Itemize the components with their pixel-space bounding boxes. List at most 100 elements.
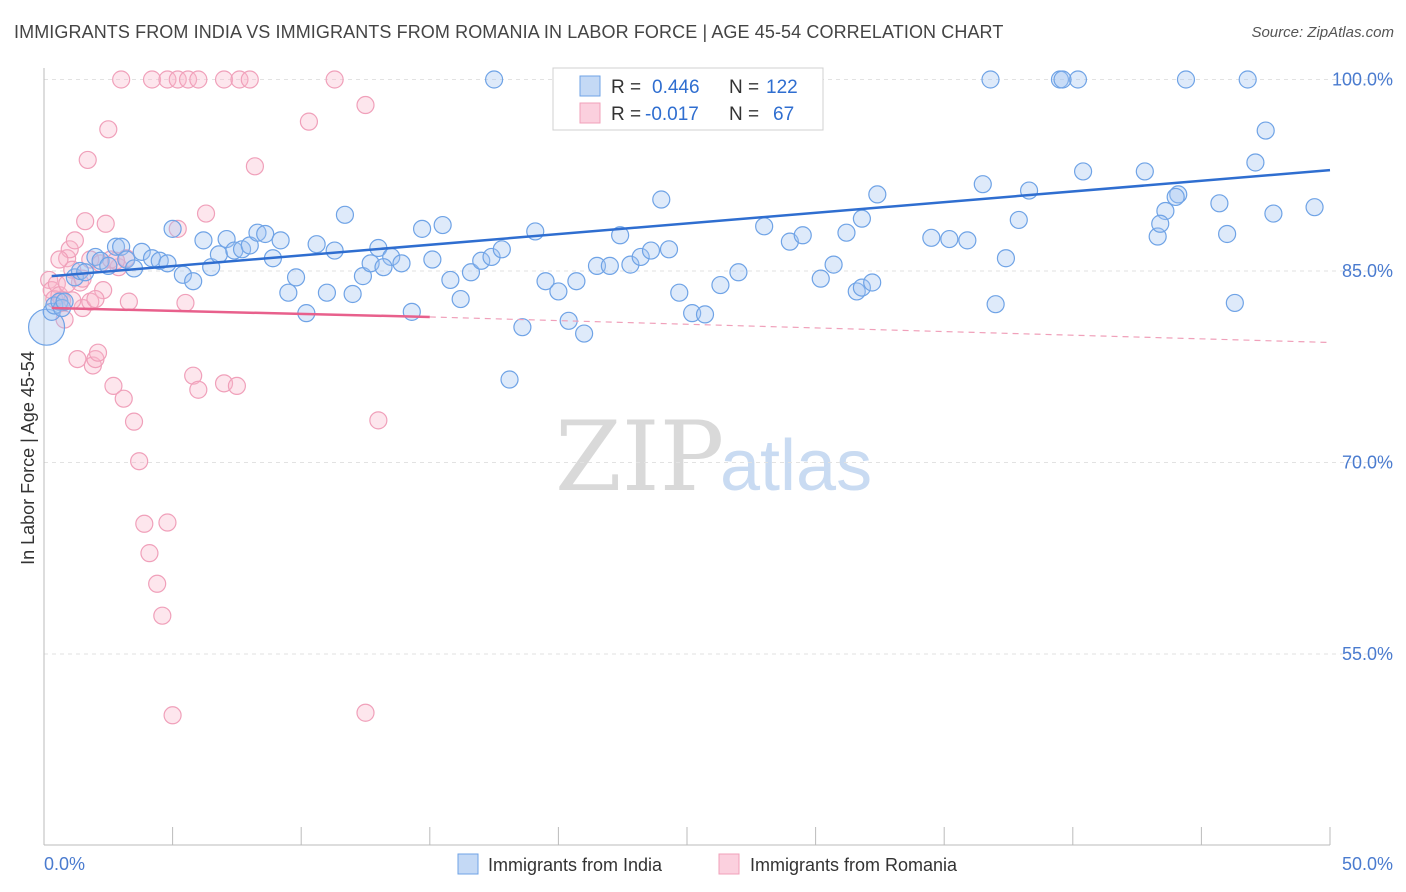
india-point xyxy=(1218,224,1237,244)
romania-point xyxy=(299,112,319,131)
romania-point xyxy=(196,204,216,223)
romania-point xyxy=(86,289,105,309)
romania-point xyxy=(142,70,162,89)
india-point xyxy=(811,269,830,288)
india-point xyxy=(973,175,992,194)
india-point xyxy=(423,250,442,269)
india-point xyxy=(1068,70,1088,89)
india-point xyxy=(652,190,671,209)
india-point xyxy=(271,231,290,250)
romania-point xyxy=(76,212,95,231)
india-point xyxy=(659,240,679,259)
india-point xyxy=(1169,185,1188,204)
india-point xyxy=(852,278,871,297)
india-point xyxy=(922,228,941,247)
india-point xyxy=(824,255,843,274)
india-point xyxy=(1166,187,1185,207)
india-point xyxy=(1256,121,1275,140)
bottom-legend-india-label: Immigrants from India xyxy=(488,855,663,875)
legend-romania-r-label: R = xyxy=(611,104,641,125)
romania-point xyxy=(68,349,87,369)
series-legend: Immigrants from India Immigrants from Ro… xyxy=(457,853,958,875)
india-point xyxy=(513,318,532,337)
india-point xyxy=(158,254,177,273)
india-point xyxy=(500,370,519,389)
romania-point xyxy=(158,70,177,89)
romania-point xyxy=(96,214,115,233)
india-point xyxy=(343,284,362,304)
india-point xyxy=(209,245,228,264)
legend-india-swatch xyxy=(579,75,601,97)
romania-point xyxy=(227,376,246,395)
romania-point xyxy=(369,411,388,430)
india-point xyxy=(286,268,306,287)
india-point xyxy=(374,258,393,277)
india-point xyxy=(132,242,151,261)
india-point xyxy=(575,324,594,343)
bottom-legend-romania-swatch xyxy=(718,853,740,875)
india-point xyxy=(248,223,267,242)
india-point xyxy=(621,255,640,274)
india-point xyxy=(631,247,650,267)
india-point xyxy=(1264,204,1283,223)
india-point xyxy=(256,224,275,244)
y-tick-label-85: 85.0% xyxy=(1342,261,1393,281)
india-point xyxy=(451,289,470,309)
correlation-legend: R = 0.446 N = 122 R = -0.017 N = 67 xyxy=(552,67,824,131)
romania-point xyxy=(135,514,154,533)
romania-point xyxy=(168,219,187,238)
india-point xyxy=(863,273,882,292)
romania-point xyxy=(78,150,97,170)
legend-india-r-value: 0.446 xyxy=(652,77,700,98)
source-credit: Source: ZipAtlas.com xyxy=(1251,24,1394,41)
india-point xyxy=(55,292,74,311)
romania-point xyxy=(356,703,375,722)
india-point xyxy=(194,231,213,250)
chart-title: IMMIGRANTS FROM INDIA VS IMMIGRANTS FROM… xyxy=(14,22,1004,42)
romania-point xyxy=(178,70,198,89)
india-point xyxy=(1246,153,1265,172)
romania-point xyxy=(148,574,167,593)
india-point xyxy=(392,254,411,273)
romania-point xyxy=(325,70,344,89)
romania-point xyxy=(119,292,138,311)
india-point xyxy=(482,247,501,267)
romania-point xyxy=(163,706,182,725)
india-point xyxy=(567,272,586,291)
romania-point xyxy=(130,452,149,471)
india-point xyxy=(986,295,1005,314)
bottom-legend-romania-label: Immigrants from Romania xyxy=(750,855,958,875)
india-point xyxy=(307,235,326,254)
romania-points xyxy=(40,70,388,725)
india-point xyxy=(492,240,511,259)
y-axis-label: In Labor Force | Age 45-54 xyxy=(18,351,38,565)
watermark-atlas: atlas xyxy=(720,426,872,506)
india-point xyxy=(641,241,661,260)
india-point xyxy=(441,270,460,290)
romania-point xyxy=(140,544,159,563)
india-point xyxy=(1176,70,1196,89)
india-point xyxy=(837,223,856,242)
romania-point xyxy=(153,606,172,625)
india-point xyxy=(729,263,748,282)
romania-point xyxy=(112,70,131,89)
bottom-legend-india-swatch xyxy=(457,853,479,875)
india-point xyxy=(711,275,730,295)
india-point xyxy=(695,305,715,324)
y-tick-label-100: 100.0% xyxy=(1332,70,1393,90)
romania-point xyxy=(168,70,187,89)
india-point xyxy=(106,237,126,256)
india-point xyxy=(163,219,182,238)
romania-point xyxy=(189,70,208,89)
watermark: ZIP atlas xyxy=(555,401,872,513)
india-point xyxy=(611,226,630,245)
y-tick-label-70: 70.0% xyxy=(1342,453,1393,473)
legend-romania-swatch xyxy=(579,102,601,124)
india-point xyxy=(325,241,344,260)
india-point xyxy=(1210,194,1229,213)
india-trend-line xyxy=(51,168,1331,278)
india-point xyxy=(1135,162,1154,181)
india-point xyxy=(683,304,702,323)
romania-point xyxy=(184,366,203,385)
